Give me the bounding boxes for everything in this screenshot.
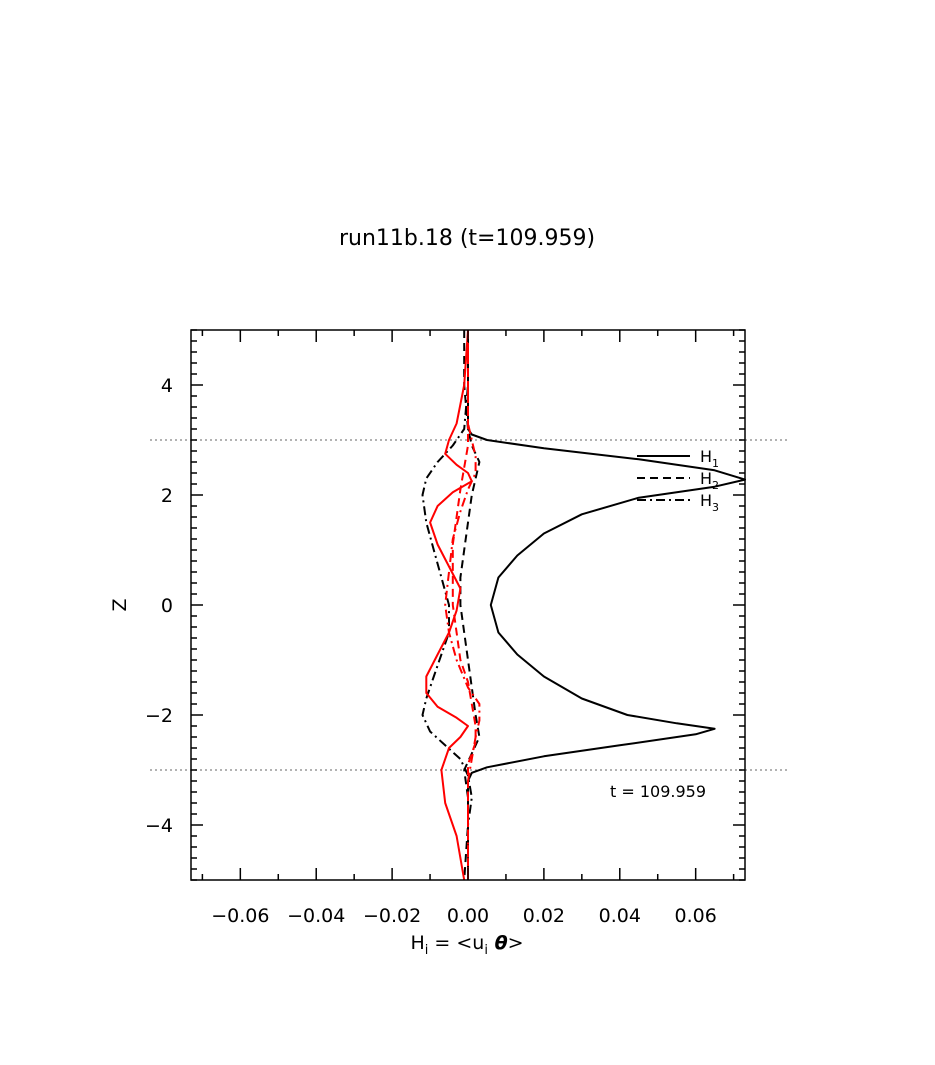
legend-label: H3: [700, 491, 719, 514]
x-axis-label-eq: = <u: [428, 932, 484, 954]
x-tick-label: −0.06: [211, 905, 269, 927]
y-tick-label: −2: [145, 705, 173, 727]
y-tick-label: 4: [161, 375, 173, 397]
x-tick-label: 0.00: [447, 905, 489, 927]
x-tick-label: −0.02: [363, 905, 421, 927]
series-line-2: [421, 330, 473, 880]
x-tick-label: 0.06: [675, 905, 717, 927]
y-tick-label: 2: [161, 485, 173, 507]
x-axis-label-theta: θ: [488, 932, 508, 954]
series-group: [421, 329, 746, 881]
series-line-5: [451, 330, 477, 880]
series-line-3: [425, 329, 473, 881]
x-tick-label: 0.02: [523, 905, 565, 927]
x-axis-label-close: >: [508, 932, 524, 954]
x-tick-label: 0.04: [599, 905, 641, 927]
y-tick-label: 0: [161, 595, 173, 617]
legend-label: H2: [700, 469, 719, 492]
series-line-0: [467, 330, 746, 880]
x-axis-label-main: H: [410, 932, 424, 954]
time-annotation: t = 109.959: [610, 782, 706, 801]
x-axis-label-sub: i: [425, 943, 429, 958]
series-line-1: [459, 330, 481, 881]
x-axis-label: Hi = <ui θ>: [410, 932, 523, 958]
y-tick-label: −4: [145, 815, 173, 837]
axis-ticks: [191, 329, 745, 881]
series-line-4: [444, 330, 481, 880]
y-axis-label: Z: [109, 598, 131, 611]
tick-labels: −0.06 −0.04 −0.02 0.00 0.02 0.04 0.06 −4 −2 0 2 4: [145, 375, 717, 927]
x-axis-label-sub2: i: [484, 943, 488, 958]
x-tick-label: −0.04: [287, 905, 345, 927]
legend-label: H1: [700, 447, 719, 470]
chart-title: run11b.18 (t=109.959): [339, 226, 595, 251]
